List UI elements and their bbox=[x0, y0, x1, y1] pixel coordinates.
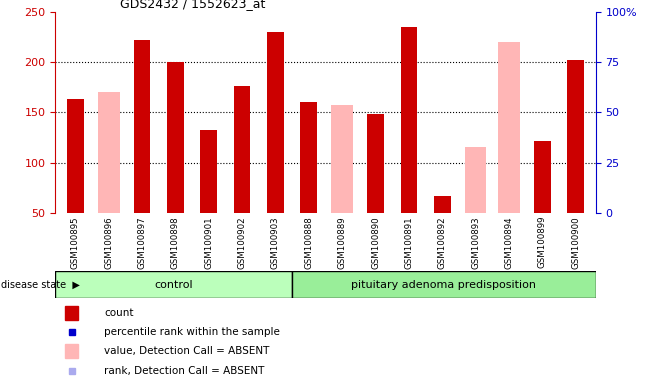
Bar bbox=[201, 131, 217, 213]
Bar bbox=[331, 105, 353, 213]
Bar bbox=[65, 306, 78, 320]
Bar bbox=[98, 92, 120, 213]
Bar bbox=[65, 344, 78, 358]
Text: percentile rank within the sample: percentile rank within the sample bbox=[104, 327, 280, 337]
Text: rank, Detection Call = ABSENT: rank, Detection Call = ABSENT bbox=[104, 366, 264, 376]
Bar bbox=[301, 102, 317, 213]
Bar bbox=[498, 42, 519, 213]
Bar bbox=[167, 62, 184, 213]
Bar bbox=[400, 26, 417, 213]
Bar bbox=[567, 60, 584, 213]
Bar bbox=[367, 114, 384, 213]
Text: disease state  ▶: disease state ▶ bbox=[1, 280, 79, 290]
Bar bbox=[292, 271, 596, 298]
Bar bbox=[465, 147, 486, 213]
Text: value, Detection Call = ABSENT: value, Detection Call = ABSENT bbox=[104, 346, 270, 356]
Bar bbox=[133, 40, 150, 213]
Text: pituitary adenoma predisposition: pituitary adenoma predisposition bbox=[351, 280, 536, 290]
Bar bbox=[534, 141, 551, 213]
Text: control: control bbox=[154, 280, 193, 290]
Bar bbox=[434, 196, 450, 213]
Bar bbox=[67, 99, 84, 213]
Bar bbox=[55, 271, 292, 298]
Text: count: count bbox=[104, 308, 133, 318]
Text: GDS2432 / 1552623_at: GDS2432 / 1552623_at bbox=[120, 0, 266, 10]
Bar bbox=[234, 86, 251, 213]
Bar bbox=[267, 31, 284, 213]
